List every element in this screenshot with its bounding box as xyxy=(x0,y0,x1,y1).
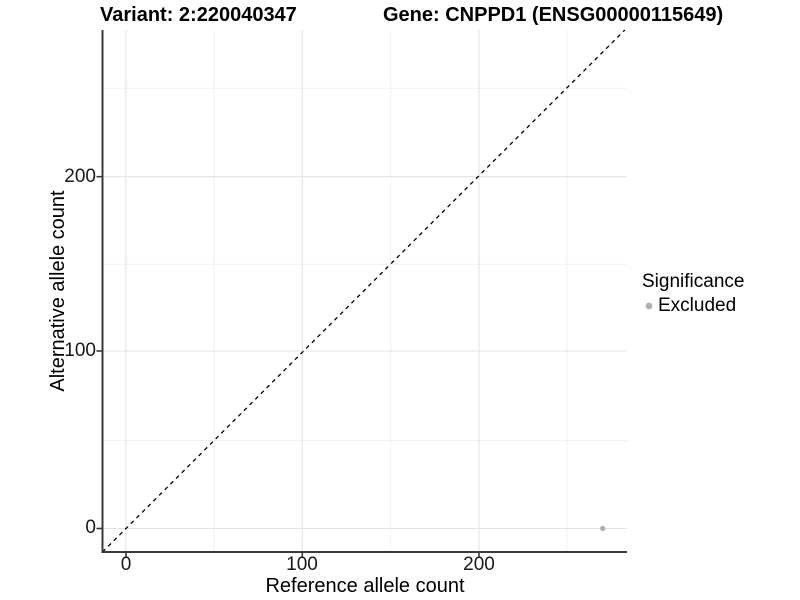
y-tick-label-100: 100 xyxy=(64,340,96,361)
grid-major xyxy=(102,30,627,552)
identity-line xyxy=(102,29,626,553)
data-point xyxy=(600,525,606,532)
plot-title-variant: Variant: 2:220040347 xyxy=(100,4,297,26)
legend: Significance Excluded xyxy=(642,271,792,316)
legend-item-excluded: Excluded xyxy=(642,295,792,316)
y-tick-label-200: 200 xyxy=(64,166,96,187)
x-axis-title: Reference allele count xyxy=(265,575,465,597)
x-tick-label-100: 100 xyxy=(286,554,318,575)
y-axis-title: Alternative allele count xyxy=(47,190,69,392)
plot-title-gene: Gene: CNPPD1 (ENSG00000115649) xyxy=(383,4,724,26)
legend-title: Significance xyxy=(642,271,745,292)
x-tick-label-200: 200 xyxy=(463,554,495,575)
x-tick-label-0: 0 xyxy=(120,554,132,575)
legend-point-icon xyxy=(645,302,653,309)
legend-item-label: Excluded xyxy=(658,295,737,316)
axis-ticks xyxy=(96,175,480,558)
grid-minor xyxy=(102,30,627,552)
axis-lines xyxy=(101,30,627,553)
y-tick-label-0: 0 xyxy=(85,517,96,538)
